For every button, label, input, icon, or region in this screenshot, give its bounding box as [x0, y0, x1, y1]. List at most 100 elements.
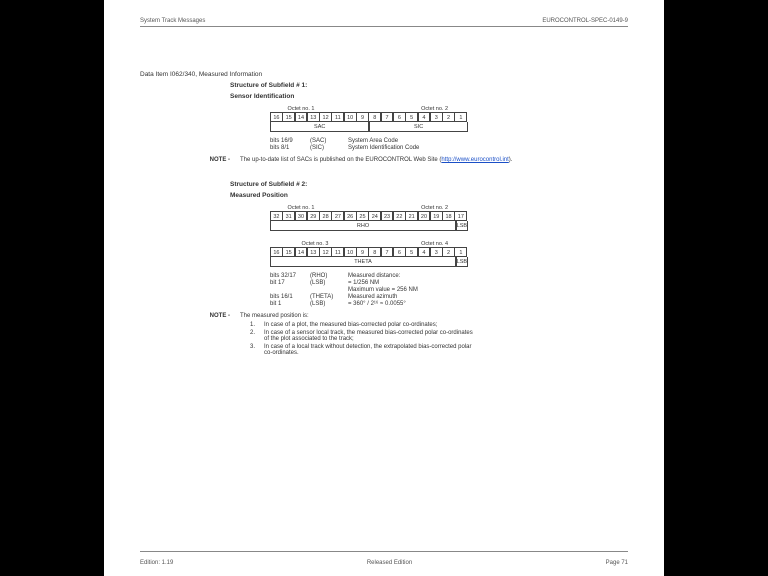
bit-cell: 20	[418, 211, 431, 221]
bit-cell: 24	[368, 211, 381, 221]
footer-center: Released Edition	[367, 560, 412, 566]
sub2-bit-row-b: 16151413121110987654321	[270, 247, 628, 257]
sub1-bit-row: 16151413121110987654321	[270, 112, 628, 122]
footer-rule	[140, 551, 628, 552]
sub1-note: NOTE - The up-to-date list of SACs is pu…	[140, 157, 628, 163]
bit-cell: 18	[442, 211, 455, 221]
def-cell: Measured azimuth	[348, 294, 628, 300]
theta-cell: THETA	[270, 257, 456, 267]
list-text: In case of a plot, the measured bias-cor…	[264, 322, 474, 328]
bit-cell: 2	[442, 112, 455, 122]
def-cell: (THETA)	[310, 294, 348, 300]
bit-cell: 12	[319, 247, 332, 257]
bit-cell: 1	[454, 247, 467, 257]
bit-cell: 4	[418, 247, 431, 257]
bit-cell: 11	[331, 247, 344, 257]
def-cell: Measured distance:	[348, 273, 628, 279]
bit-cell: 16	[270, 112, 283, 122]
bit-cell: 14	[295, 247, 308, 257]
bit-cell: 13	[307, 247, 320, 257]
bit-cell: 19	[430, 211, 443, 221]
sic-cell: SIC	[369, 122, 468, 132]
bit-cell: 6	[393, 112, 406, 122]
bit-cell: 2	[442, 247, 455, 257]
note-intro: The measured position is:	[240, 313, 628, 319]
def-cell: bit 17	[270, 280, 310, 286]
header-left: System Track Messages	[140, 18, 205, 24]
def-cell: (LSB)	[310, 280, 348, 286]
rho-lsb-cell: LSB	[456, 221, 469, 231]
sub1-table: Octet no. 1 Octet no. 2 1615141312111098…	[270, 106, 628, 132]
note-label: NOTE -	[140, 313, 240, 319]
document-page: System Track Messages EUROCONTROL-SPEC-0…	[104, 0, 664, 576]
footer-left: Edition: 1.19	[140, 560, 173, 566]
def-cell: bits 32/17	[270, 273, 310, 279]
page-footer: Edition: 1.19 Released Edition Page 71	[140, 560, 628, 566]
bit-cell: 1	[454, 112, 467, 122]
sub2-table-b: Octet no. 3 Octet no. 4 1615141312111098…	[270, 241, 628, 267]
sub2-title-2: Measured Position	[230, 192, 628, 199]
page-body: Data Item I062/340, Measured Information…	[140, 71, 628, 356]
note-text-1: The up-to-date list of SACs is published…	[240, 157, 441, 163]
list-item: 2.In case of a sensor local track, the m…	[250, 330, 628, 342]
sub1-title-2: Sensor Identification	[230, 93, 628, 100]
def-cell: = 1/256 NM	[348, 280, 628, 286]
sub2-defs: bits 32/17(RHO)Measured distance:bit 17(…	[270, 273, 628, 307]
page-header: System Track Messages EUROCONTROL-SPEC-0…	[140, 18, 628, 24]
list-item: 3.In case of a local track without detec…	[250, 344, 628, 356]
def-cell: bits 16/1	[270, 294, 310, 300]
sub2-note: NOTE - The measured position is:	[140, 313, 628, 319]
bit-cell: 7	[381, 247, 394, 257]
bit-cell: 13	[307, 112, 320, 122]
bit-cell: 10	[344, 112, 357, 122]
def-cell	[310, 287, 348, 293]
data-item-title: Data Item I062/340, Measured Information	[140, 71, 628, 78]
bit-cell: 9	[356, 247, 369, 257]
bit-cell: 3	[430, 112, 443, 122]
bit-cell: 5	[405, 247, 418, 257]
list-text: In case of a sensor local track, the mea…	[264, 330, 474, 342]
bit-cell: 31	[282, 211, 295, 221]
theta-lsb-cell: LSB	[456, 257, 469, 267]
def-cell: = 360° / 2¹⁶ ≈ 0.0055°	[348, 301, 628, 307]
bit-cell: 30	[295, 211, 308, 221]
def-cell: bit 1	[270, 301, 310, 307]
bit-cell: 22	[393, 211, 406, 221]
footer-right: Page 71	[606, 560, 628, 566]
note-label: NOTE -	[140, 157, 240, 163]
bit-cell: 4	[418, 112, 431, 122]
sub2-merge-row-a: RHO LSB	[270, 221, 628, 231]
sub1-defs: bits 16/9(SAC)System Area Codebits 8/1(S…	[270, 138, 628, 151]
bit-cell: 10	[344, 247, 357, 257]
def-cell: (SAC)	[310, 138, 348, 144]
bit-cell: 11	[331, 112, 344, 122]
eurocontrol-link[interactable]: http://www.eurocontrol.int	[441, 157, 508, 163]
note-text: The up-to-date list of SACs is published…	[240, 157, 628, 163]
list-num: 2.	[250, 330, 264, 342]
bit-cell: 12	[319, 112, 332, 122]
bit-cell: 9	[356, 112, 369, 122]
bit-cell: 3	[430, 247, 443, 257]
sub2-merge-row-b: THETA LSB	[270, 257, 628, 267]
sac-cell: SAC	[270, 122, 369, 132]
bit-cell: 26	[344, 211, 357, 221]
bit-cell: 16	[270, 247, 283, 257]
bit-cell: 8	[368, 112, 381, 122]
def-cell: bits 16/9	[270, 138, 310, 144]
def-cell: System Area Code	[348, 138, 628, 144]
sub1-merge-row: SAC SIC	[270, 122, 628, 132]
bit-cell: 28	[319, 211, 332, 221]
def-cell	[270, 287, 310, 293]
list-num: 3.	[250, 344, 264, 356]
list-text: In case of a local track without detecti…	[264, 344, 474, 356]
sub2-title-1: Structure of Subfield # 2:	[230, 181, 628, 188]
def-cell: (SIC)	[310, 145, 348, 151]
sub1-title-1: Structure of Subfield # 1:	[230, 82, 628, 89]
bit-cell: 8	[368, 247, 381, 257]
list-item: 1.In case of a plot, the measured bias-c…	[250, 322, 628, 328]
bit-cell: 15	[282, 247, 295, 257]
bit-cell: 6	[393, 247, 406, 257]
list-num: 1.	[250, 322, 264, 328]
def-cell: Maximum value = 256 NM	[348, 287, 628, 293]
header-right: EUROCONTROL-SPEC-0149-9	[542, 18, 628, 24]
